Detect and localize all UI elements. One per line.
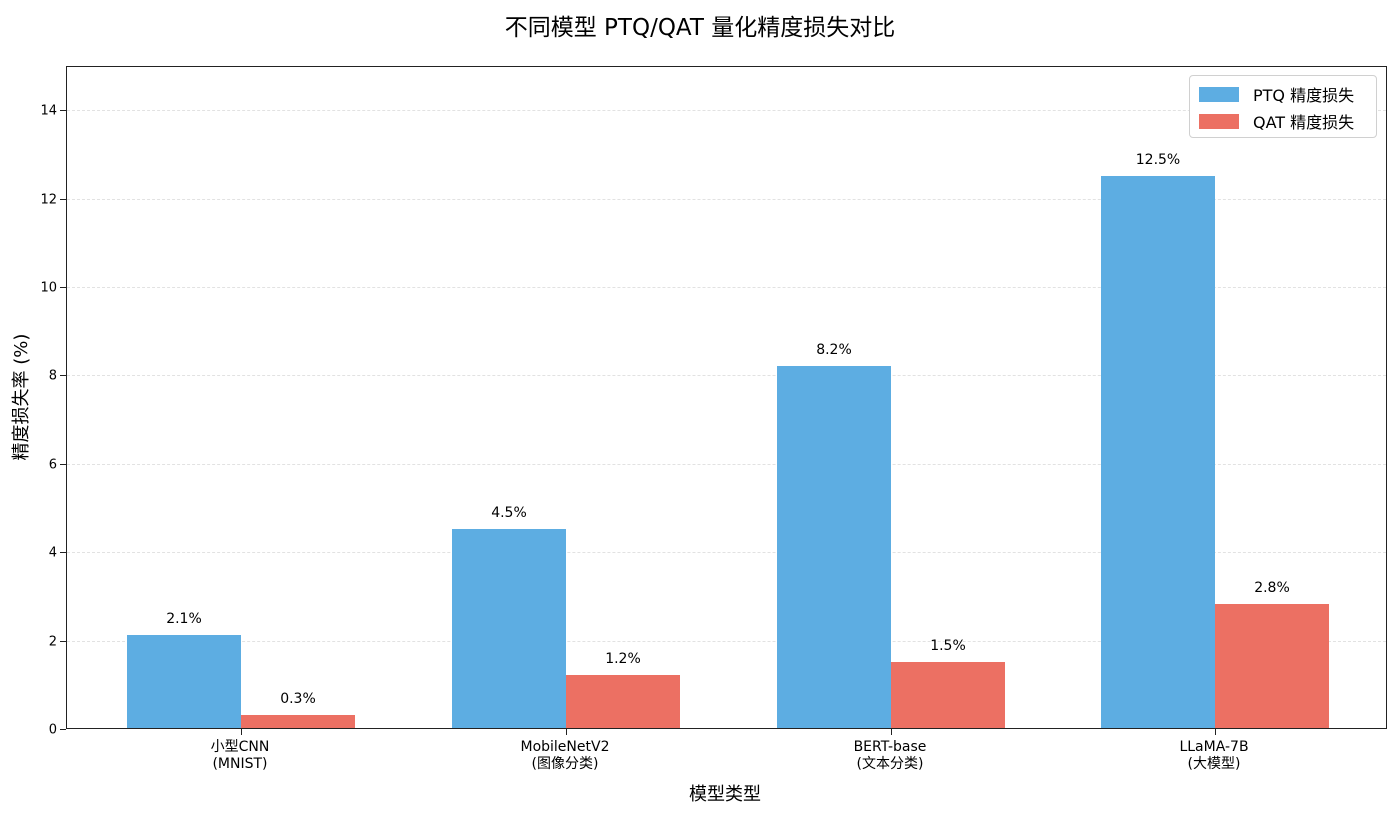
x-axis-title: 模型类型	[689, 784, 761, 805]
qat-bar	[1215, 604, 1329, 728]
qat-bar	[566, 674, 680, 728]
bar-value-label: 1.5%	[930, 637, 966, 654]
ptq-bar	[452, 529, 566, 728]
x-tick-label: 小型CNN (MNIST)	[210, 739, 270, 772]
bar-value-label: 0.3%	[280, 690, 316, 707]
y-tick-label: 4	[48, 545, 57, 561]
y-tick-label: 14	[40, 103, 57, 119]
grid-line	[67, 198, 1386, 200]
legend-swatch-qat	[1199, 113, 1239, 129]
bar-value-label: 12.5%	[1135, 151, 1181, 168]
y-tick	[60, 287, 66, 288]
legend-label-qat: QAT 精度损失	[1253, 113, 1355, 132]
x-tick	[241, 729, 242, 735]
ptq-bar	[777, 365, 891, 728]
chart-title: 不同模型 PTQ/QAT 量化精度损失对比	[504, 15, 896, 41]
plot-area: 0 2 4 6 8 10 12 14 2.1% 0.3% 4.5% 1.2% 8.2% 1.5% 12.5%…	[40, 66, 1387, 738]
ptq-bar	[1101, 175, 1215, 728]
x-tick	[1215, 729, 1216, 735]
y-tick-label: 0	[48, 722, 57, 738]
y-tick-label: 8	[48, 368, 57, 384]
legend: PTQ 精度损失 QAT 精度损失	[1189, 75, 1377, 138]
y-tick-label: 6	[48, 457, 57, 473]
qat-bar	[241, 714, 355, 728]
x-tick	[891, 729, 892, 735]
y-tick-label: 12	[40, 192, 57, 208]
bar-value-label: 8.2%	[816, 341, 852, 358]
y-tick	[60, 198, 66, 200]
grid-line	[67, 287, 1386, 288]
legend-item-ptq: PTQ 精度损失	[1199, 84, 1355, 105]
ptq-bar	[127, 635, 241, 728]
legend-swatch-ptq	[1199, 86, 1239, 102]
grid-line	[67, 110, 1386, 112]
legend-label-ptq: PTQ 精度损失	[1253, 86, 1355, 105]
qat-bar	[891, 661, 1005, 728]
y-tick	[60, 729, 66, 730]
x-tick-label: LLaMA-7B (大模型)	[1179, 739, 1249, 772]
bar-value-label: 1.2%	[605, 650, 641, 667]
bar-value-label: 2.8%	[1254, 580, 1290, 597]
grid-line	[67, 375, 1386, 377]
x-tick-label: BERT-base (文本分类)	[853, 739, 927, 772]
bar-value-label: 4.5%	[491, 505, 527, 522]
y-tick-label: 2	[48, 634, 57, 650]
legend-item-qat: QAT 精度损失	[1199, 111, 1355, 132]
y-tick-label: 10	[40, 280, 57, 296]
grid-line	[67, 640, 1386, 642]
y-axis-title: 精度损失率 (%)	[11, 333, 32, 461]
y-tick	[60, 552, 66, 554]
grid-line	[67, 463, 1386, 465]
y-tick	[60, 640, 66, 642]
y-tick	[60, 375, 66, 377]
bar-value-label: 2.1%	[166, 611, 202, 628]
x-tick	[566, 729, 567, 735]
x-tick-label: MobileNetV2 (图像分类)	[520, 739, 610, 772]
grid-line	[67, 552, 1386, 554]
y-tick	[60, 463, 66, 465]
y-tick	[60, 110, 66, 112]
